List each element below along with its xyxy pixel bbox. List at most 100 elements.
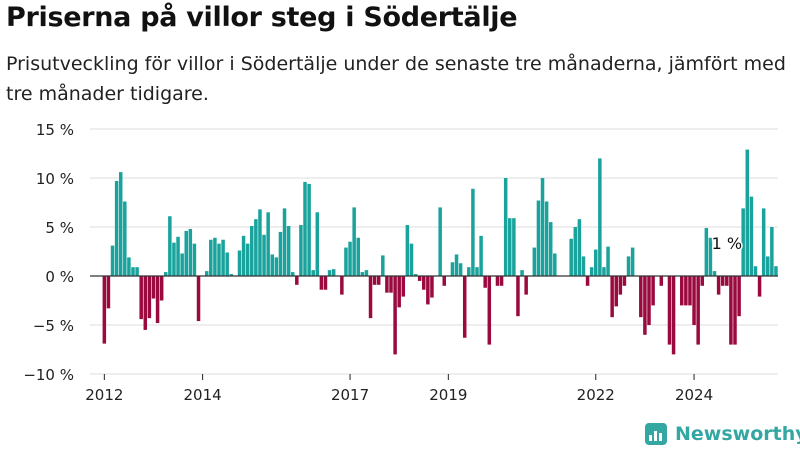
bar <box>147 276 152 319</box>
bar <box>442 276 446 286</box>
bar <box>315 212 320 276</box>
bar <box>123 201 127 276</box>
bar <box>286 226 291 276</box>
bar <box>548 222 553 276</box>
bar <box>209 239 213 276</box>
bar <box>352 207 356 276</box>
brand-name: Newsworthy <box>675 423 800 445</box>
bar <box>614 276 618 307</box>
bar <box>761 208 766 276</box>
bar <box>757 276 762 297</box>
bar <box>311 270 315 276</box>
x-tick-label: 2012 <box>85 386 123 404</box>
bar <box>172 242 176 276</box>
bar <box>331 269 336 276</box>
bar <box>360 272 365 276</box>
bar <box>606 246 610 276</box>
bar <box>499 276 504 286</box>
bar <box>589 267 594 276</box>
bar <box>229 274 234 276</box>
y-tick-label: 10 % <box>36 170 74 188</box>
bar <box>192 243 197 276</box>
bar <box>467 267 471 276</box>
bar <box>397 276 401 308</box>
bar <box>532 247 537 276</box>
bar <box>159 276 164 301</box>
bar <box>475 267 479 276</box>
bar <box>381 255 385 276</box>
bar <box>340 276 344 295</box>
bar <box>622 276 627 286</box>
x-tick-label: 2017 <box>331 386 369 404</box>
bar <box>164 272 168 276</box>
bar <box>413 274 418 276</box>
bar <box>483 276 487 288</box>
bar <box>213 237 217 276</box>
bar <box>376 276 381 285</box>
bar <box>225 252 229 276</box>
bar <box>741 208 745 276</box>
bar <box>118 172 123 276</box>
bar <box>258 209 262 276</box>
bar <box>151 276 156 299</box>
x-tick-label: 2022 <box>577 386 615 404</box>
y-tick-label: −10 % <box>23 366 74 384</box>
bar <box>647 276 651 325</box>
bar <box>540 178 545 276</box>
bar <box>405 225 410 276</box>
bar <box>573 227 578 276</box>
bar <box>139 276 143 320</box>
bar <box>327 270 332 276</box>
bar <box>659 276 664 286</box>
bar <box>180 253 184 276</box>
bar <box>729 276 733 345</box>
bar <box>725 276 729 286</box>
bar <box>319 276 324 290</box>
bar <box>704 227 709 276</box>
bar <box>114 180 119 276</box>
bar <box>409 243 414 276</box>
bar <box>667 276 672 345</box>
bar <box>131 267 135 276</box>
x-tick-label: 2024 <box>675 386 713 404</box>
bar <box>254 219 258 276</box>
bar <box>536 200 541 276</box>
bar <box>135 267 139 276</box>
bar <box>245 243 250 276</box>
bar <box>344 247 348 276</box>
bar <box>643 276 647 335</box>
bar <box>401 276 406 297</box>
bar <box>479 235 483 276</box>
bar <box>770 227 774 276</box>
y-tick-label: 15 % <box>36 121 74 139</box>
bar <box>368 276 373 319</box>
bar <box>102 276 107 344</box>
bar <box>716 276 721 295</box>
bar <box>671 276 676 355</box>
bar <box>274 257 279 276</box>
newsworthy-logo: Newsworthy <box>645 421 800 447</box>
bar <box>712 271 717 276</box>
bar <box>307 183 311 276</box>
y-tick-label: 0 % <box>45 268 74 286</box>
bar <box>430 276 434 298</box>
bar <box>454 254 459 276</box>
bar <box>143 276 148 330</box>
bar <box>569 238 573 276</box>
bar <box>389 276 393 293</box>
bar <box>127 257 131 276</box>
bar <box>680 276 684 306</box>
bar <box>503 178 508 276</box>
bar <box>106 276 111 309</box>
y-tick-label: −5 % <box>33 317 74 335</box>
bar <box>303 181 307 276</box>
bar <box>774 266 778 276</box>
chart-subtitle: Prisutveckling för villor i Södertälje u… <box>6 53 786 105</box>
bar <box>553 253 557 276</box>
bar <box>204 271 209 276</box>
bar <box>356 237 360 276</box>
bar <box>626 256 631 276</box>
bar <box>581 256 586 276</box>
bar <box>524 276 528 295</box>
bar <box>299 225 303 276</box>
